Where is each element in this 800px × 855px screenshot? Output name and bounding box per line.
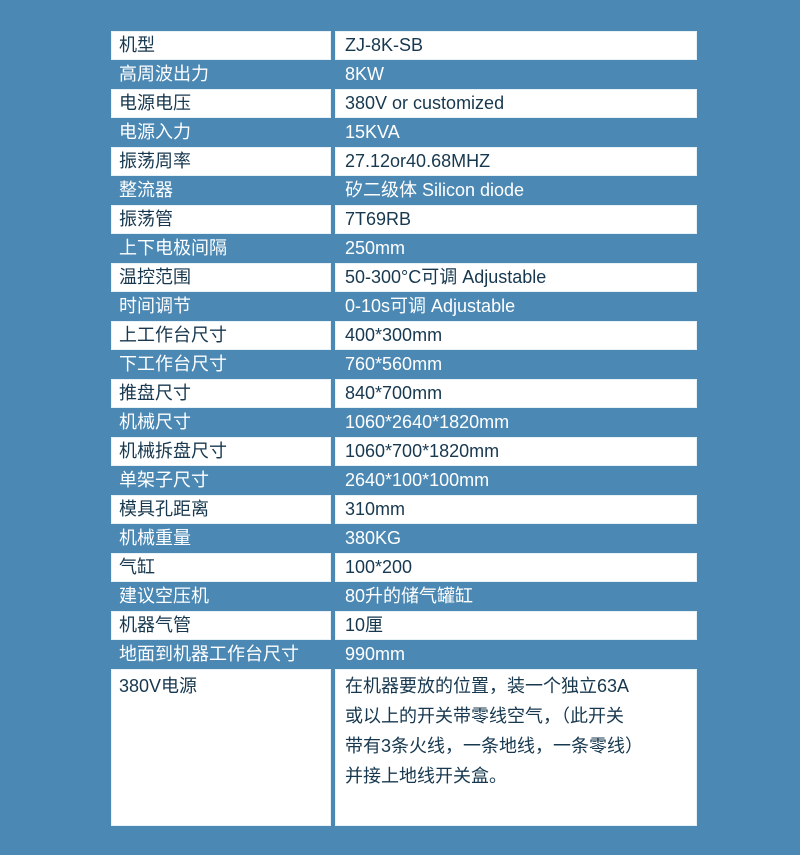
spec-label-cell: 单架子尺寸 [119, 470, 209, 490]
spec-label-cell: 机器气管 [111, 611, 331, 640]
spec-label-cell: 振荡周率 [111, 147, 331, 176]
spec-label-cell: 地面到机器工作台尺寸 [119, 644, 299, 664]
spec-row: 上下电极间隔 250mm [111, 234, 697, 263]
spec-label-cell: 推盘尺寸 [111, 379, 331, 408]
spec-label-cell: 电源电压 [111, 89, 331, 118]
spec-row: 建议空压机 80升的储气罐缸 [111, 582, 697, 611]
spec-value-cell: 在机器要放的位置，装一个独立63A 或以上的开关带零线空气，（此开关 带有3条火… [335, 669, 697, 826]
spec-label-cell: 380V电源 [111, 669, 331, 826]
spec-label-cell: 上下电极间隔 [119, 238, 227, 258]
spec-value-cell: 310mm [335, 495, 697, 524]
spec-label-cell: 机械尺寸 [119, 412, 191, 432]
spec-label-cell: 气缸 [111, 553, 331, 582]
spec-label-cell: 建议空压机 [119, 586, 209, 606]
spec-value-cell: 990mm [345, 644, 406, 664]
spec-value-cell: 10厘 [335, 611, 697, 640]
spec-label-cell: 机械拆盘尺寸 [111, 437, 331, 466]
spec-row: 机械尺寸 1060*2640*1820mm [111, 408, 697, 437]
spec-value-cell: 0-10s可调 Adjustable [345, 296, 516, 316]
spec-value-cell: 840*700mm [335, 379, 697, 408]
spec-label-cell: 时间调节 [119, 296, 191, 316]
spec-table: 机型 ZJ-8K-SB 高周波出力 8KW 电源电压 380V or custo… [111, 31, 697, 826]
spec-value-cell: 100*200 [335, 553, 697, 582]
spec-row: 振荡周率 27.12or40.68MHZ [111, 147, 697, 176]
spec-row: 模具孔距离 310mm [111, 495, 697, 524]
spec-row: 机型 ZJ-8K-SB [111, 31, 697, 60]
spec-label-cell: 温控范围 [111, 263, 331, 292]
spec-row: 机器气管 10厘 [111, 611, 697, 640]
spec-value-cell: 矽二级体 Silicon diode [345, 180, 525, 200]
spec-value-cell: 380V or customized [335, 89, 697, 118]
spec-label-cell: 电源入力 [119, 122, 191, 142]
spec-value-cell: 27.12or40.68MHZ [335, 147, 697, 176]
spec-row: 上工作台尺寸 400*300mm [111, 321, 697, 350]
spec-label-cell: 机械重量 [119, 528, 191, 548]
spec-row: 电源入力 15KVA [111, 118, 697, 147]
spec-row: 温控范围 50-300°C可调 Adjustable [111, 263, 697, 292]
spec-label-cell: 模具孔距离 [111, 495, 331, 524]
spec-row: 高周波出力 8KW [111, 60, 697, 89]
spec-row: 机械拆盘尺寸 1060*700*1820mm [111, 437, 697, 466]
spec-value-cell: ZJ-8K-SB [335, 31, 697, 60]
spec-label-cell: 机型 [111, 31, 331, 60]
spec-row: 机械重量 380KG [111, 524, 697, 553]
spec-value-cell: 7T69RB [335, 205, 697, 234]
spec-value-cell: 1060*2640*1820mm [345, 412, 510, 432]
spec-value-cell: 8KW [345, 64, 385, 84]
spec-value-cell: 380KG [345, 528, 402, 548]
spec-value-cell: 760*560mm [345, 354, 443, 374]
spec-value-cell: 1060*700*1820mm [335, 437, 697, 466]
spec-row: 下工作台尺寸 760*560mm [111, 350, 697, 379]
spec-value-cell: 50-300°C可调 Adjustable [335, 263, 697, 292]
spec-label-cell: 振荡管 [111, 205, 331, 234]
spec-row: 整流器 矽二级体 Silicon diode [111, 176, 697, 205]
spec-row: 电源电压 380V or customized [111, 89, 697, 118]
spec-row: 推盘尺寸 840*700mm [111, 379, 697, 408]
spec-label-cell: 整流器 [119, 180, 173, 200]
spec-label-cell: 高周波出力 [119, 64, 209, 84]
spec-value-cell: 400*300mm [335, 321, 697, 350]
spec-value-cell: 80升的储气罐缸 [345, 586, 474, 606]
spec-row: 气缸 100*200 [111, 553, 697, 582]
spec-label-cell: 下工作台尺寸 [119, 354, 227, 374]
spec-label-cell: 上工作台尺寸 [111, 321, 331, 350]
spec-row: 地面到机器工作台尺寸 990mm [111, 640, 697, 669]
spec-value-cell: 15KVA [345, 122, 400, 142]
spec-row: 时间调节 0-10s可调 Adjustable [111, 292, 697, 321]
spec-value-cell: 250mm [345, 238, 406, 258]
spec-value-cell: 2640*100*100mm [345, 470, 490, 490]
spec-row: 振荡管 7T69RB [111, 205, 697, 234]
spec-row: 380V电源 在机器要放的位置，装一个独立63A 或以上的开关带零线空气，（此开… [111, 669, 697, 826]
spec-row: 单架子尺寸 2640*100*100mm [111, 466, 697, 495]
